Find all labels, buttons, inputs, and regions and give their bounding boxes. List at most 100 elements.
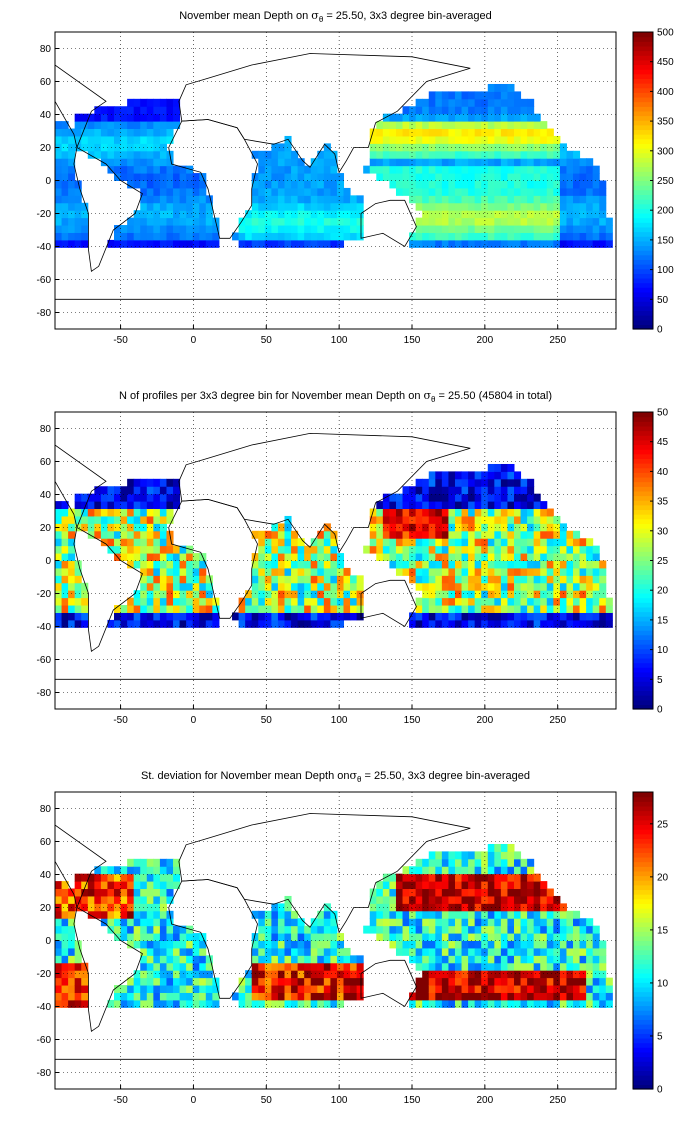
colorbar-swatch — [633, 55, 653, 61]
data-cell — [422, 98, 430, 107]
data-cell — [251, 910, 259, 919]
data-cell — [409, 128, 417, 137]
colorbar-swatch — [633, 96, 653, 103]
data-cell — [468, 98, 476, 107]
data-cell — [415, 530, 423, 539]
data-cell — [127, 597, 135, 606]
data-cell — [441, 538, 449, 547]
data-cell — [317, 925, 325, 934]
data-cell — [527, 970, 535, 979]
data-cell — [81, 597, 89, 606]
data-cell — [461, 582, 469, 591]
data-cell — [277, 947, 285, 956]
data-cell — [540, 910, 548, 919]
data-cell — [55, 567, 63, 576]
data-cell — [271, 962, 279, 971]
data-cell — [120, 992, 128, 1001]
data-cell — [140, 940, 148, 949]
data-cell — [514, 947, 522, 956]
data-cell — [395, 187, 404, 196]
data-cell — [559, 560, 567, 569]
data-cell — [435, 195, 443, 204]
data-cell — [402, 553, 410, 561]
data-cell — [153, 545, 161, 554]
data-cell — [441, 560, 449, 569]
data-cell — [114, 866, 122, 875]
data-cell — [441, 925, 449, 934]
data-cell — [520, 187, 528, 196]
data-cell — [435, 165, 443, 174]
data-cell — [481, 605, 489, 613]
data-cell — [441, 486, 449, 495]
data-cell — [422, 493, 430, 502]
data-cell — [310, 158, 318, 167]
data-cell — [540, 933, 548, 941]
data-cell — [428, 508, 436, 517]
data-cell — [81, 977, 89, 986]
data-cell — [55, 165, 63, 174]
data-cell — [599, 947, 607, 956]
data-cell — [258, 910, 266, 919]
data-cell — [120, 933, 128, 941]
data-cell — [369, 538, 377, 547]
data-cell — [323, 180, 331, 189]
data-cell — [166, 515, 174, 524]
data-cell — [291, 970, 299, 979]
data-cell — [100, 508, 108, 517]
data-cell — [199, 225, 207, 233]
data-cell — [474, 106, 482, 115]
data-cell — [271, 940, 279, 949]
data-cell — [481, 195, 489, 204]
data-cell — [271, 195, 279, 204]
data-cell — [133, 590, 141, 599]
data-cell — [527, 560, 535, 569]
data-cell — [415, 940, 423, 949]
data-cell — [264, 545, 272, 554]
data-cell — [284, 173, 292, 181]
data-cell — [468, 128, 476, 137]
data-cell — [297, 977, 305, 986]
data-cell — [376, 925, 384, 934]
data-cell — [205, 575, 213, 584]
x-tick-label: 200 — [477, 1095, 494, 1106]
data-cell — [343, 582, 351, 591]
data-cell — [474, 232, 482, 241]
data-cell — [258, 590, 266, 599]
data-cell — [264, 202, 272, 211]
data-cell — [140, 619, 148, 628]
colorbar-swatch — [633, 620, 653, 627]
data-cell — [402, 143, 410, 152]
data-cell — [527, 918, 535, 927]
data-cell — [415, 173, 423, 181]
data-cell — [402, 187, 410, 196]
data-cell — [55, 970, 63, 979]
data-cell — [74, 128, 82, 137]
data-cell — [428, 143, 436, 152]
data-cell — [559, 977, 567, 986]
data-cell — [546, 910, 554, 919]
data-cell — [205, 225, 213, 233]
data-cell — [409, 612, 417, 621]
data-cell — [291, 619, 299, 628]
data-cell — [520, 977, 528, 986]
data-cell — [376, 530, 384, 539]
data-cell — [68, 985, 76, 993]
data-cell — [146, 538, 154, 547]
colorbar-swatch — [633, 569, 653, 576]
data-cell — [527, 202, 535, 211]
data-cell — [586, 575, 594, 584]
data-cell — [159, 106, 167, 115]
data-cell — [415, 187, 423, 196]
data-cell — [376, 165, 384, 174]
data-cell — [159, 113, 167, 122]
data-cell — [474, 985, 482, 993]
data-cell — [61, 173, 69, 181]
data-cell — [481, 553, 489, 561]
data-cell — [205, 590, 213, 599]
data-cell — [133, 612, 141, 621]
data-cell — [277, 143, 285, 152]
data-cell — [559, 992, 567, 1001]
data-cell — [304, 560, 312, 569]
data-cell — [173, 180, 181, 189]
data-cell — [415, 239, 423, 248]
